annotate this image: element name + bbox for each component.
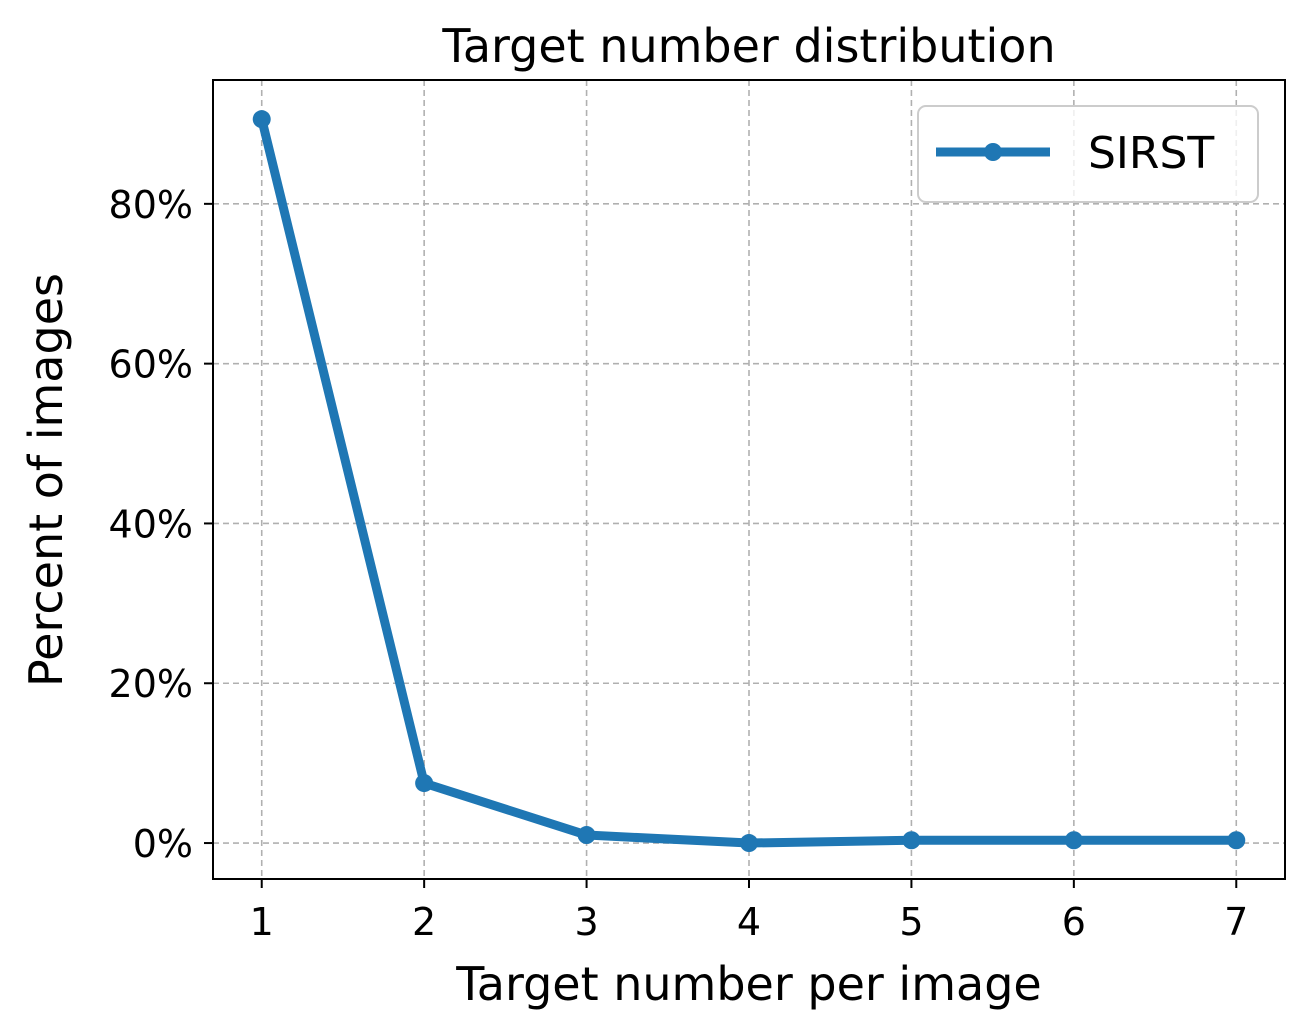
data-point-5 bbox=[902, 831, 921, 850]
y-tick-label-0: 0% bbox=[133, 822, 193, 866]
chart-title: Target number distribution bbox=[441, 19, 1055, 73]
data-point-6 bbox=[1064, 831, 1083, 850]
data-point-1 bbox=[252, 110, 271, 129]
x-tick-label-7: 7 bbox=[1224, 900, 1248, 944]
legend: SIRST bbox=[917, 105, 1259, 203]
series-group bbox=[252, 110, 1246, 853]
y-axis-label: Percent of images bbox=[19, 273, 73, 687]
y-tick-label-20: 20% bbox=[109, 662, 193, 706]
data-point-7 bbox=[1227, 831, 1246, 850]
data-point-3 bbox=[577, 826, 596, 845]
x-tick-label-6: 6 bbox=[1062, 900, 1086, 944]
x-tick-label-1: 1 bbox=[250, 900, 274, 944]
x-axis-label: Target number per image bbox=[455, 957, 1041, 1011]
y-axis-ticks: 0% 20% 40% 60% 80% bbox=[109, 183, 213, 866]
legend-label-sirst: SIRST bbox=[1088, 128, 1214, 179]
data-point-4 bbox=[740, 834, 758, 853]
y-tick-label-60: 60% bbox=[109, 343, 193, 387]
x-tick-label-2: 2 bbox=[412, 900, 436, 944]
data-point-2 bbox=[415, 774, 434, 793]
grid bbox=[213, 80, 1285, 879]
x-tick-label-5: 5 bbox=[899, 900, 923, 944]
legend-box bbox=[917, 105, 1259, 203]
x-tick-label-4: 4 bbox=[737, 900, 761, 944]
y-tick-label-80: 80% bbox=[109, 183, 193, 227]
legend-marker-sirst bbox=[984, 143, 1002, 161]
x-axis-ticks: 1 2 3 4 5 6 7 bbox=[250, 879, 1248, 944]
y-tick-label-40: 40% bbox=[109, 502, 193, 546]
x-tick-label-3: 3 bbox=[574, 900, 598, 944]
